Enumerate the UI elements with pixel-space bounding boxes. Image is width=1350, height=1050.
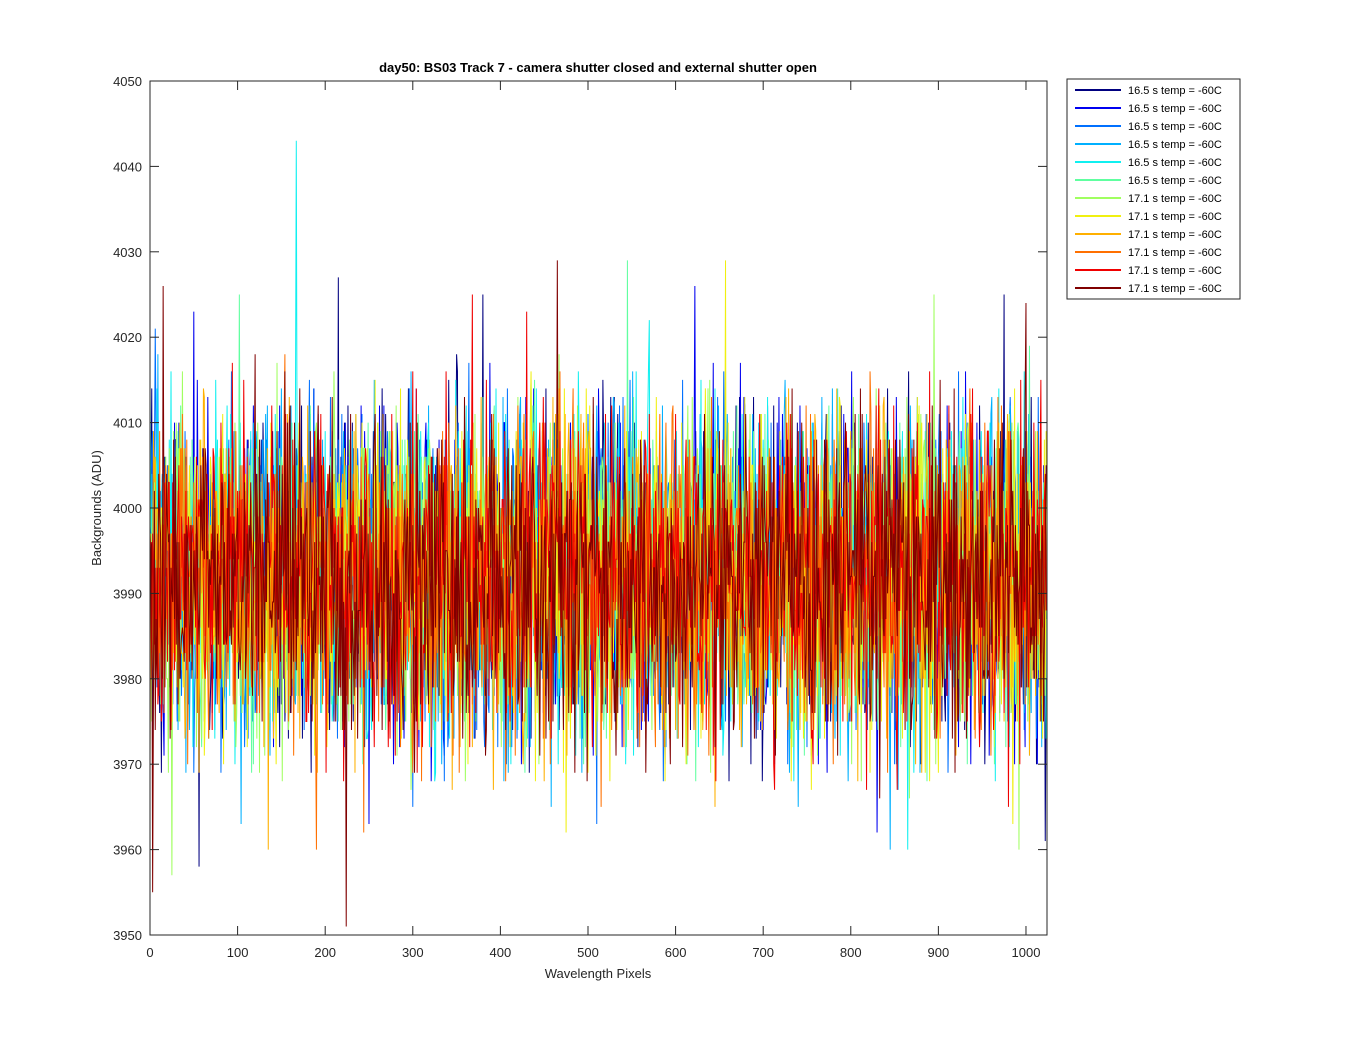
series-line-12 — [150, 260, 1047, 927]
legend-label: 16.5 s temp = -60C — [1128, 85, 1222, 97]
y-axis: 3950 3960 3970 3980 3990 4000 4010 4020 4030 4040… — [113, 74, 1047, 943]
x-tick-label: 800 — [840, 945, 862, 960]
series-layer — [150, 140, 1047, 927]
x-tick-label: 100 — [227, 945, 249, 960]
legend-label: 17.1 s temp = -60C — [1128, 283, 1222, 295]
x-tick-label: 200 — [314, 945, 336, 960]
series-line-11 — [150, 294, 1047, 807]
y-tick-label: 4030 — [113, 245, 142, 260]
y-tick-label: 3960 — [113, 843, 142, 858]
x-tick-label: 0 — [146, 945, 153, 960]
legend-label: 16.5 s temp = -60C — [1128, 121, 1222, 133]
y-tick-label: 4020 — [113, 330, 142, 345]
legend-label: 17.1 s temp = -60C — [1128, 265, 1222, 277]
x-tick-label: 600 — [665, 945, 687, 960]
legend-label: 16.5 s temp = -60C — [1128, 139, 1222, 151]
y-axis-label: Backgrounds (ADU) — [89, 450, 104, 566]
x-tick-label: 400 — [490, 945, 512, 960]
y-tick-label: 4040 — [113, 159, 142, 174]
x-tick-label: 1000 — [1012, 945, 1041, 960]
y-tick-label: 3970 — [113, 757, 142, 772]
legend-label: 17.1 s temp = -60C — [1128, 211, 1222, 223]
y-tick-label: 3990 — [113, 586, 142, 601]
chart-title: day50: BS03 Track 7 - camera shutter clo… — [379, 60, 817, 75]
legend-box — [1066, 78, 1241, 300]
y-tick-label: 4010 — [113, 416, 142, 431]
legend-label: 17.1 s temp = -60C — [1128, 247, 1222, 259]
x-tick-label: 700 — [752, 945, 774, 960]
x-axis: 0 100 200 300 400 500 600 700 800 900 1000 — [146, 81, 1040, 960]
x-tick-label: 500 — [577, 945, 599, 960]
legend-label: 16.5 s temp = -60C — [1128, 157, 1222, 169]
x-axis-label: Wavelength Pixels — [545, 966, 652, 981]
y-tick-label: 4000 — [113, 501, 142, 516]
y-tick-label: 4050 — [113, 74, 142, 89]
legend-label: 16.5 s temp = -60C — [1128, 103, 1222, 115]
y-tick-label: 3950 — [113, 928, 142, 943]
legend-label: 17.1 s temp = -60C — [1128, 193, 1222, 205]
legend-label: 17.1 s temp = -60C — [1128, 229, 1222, 241]
legend-label: 16.5 s temp = -60C — [1128, 175, 1222, 187]
legend: 16.5 s temp = -60C 16.5 s temp = -60C 16.5… — [1066, 78, 1241, 300]
y-tick-label: 3980 — [113, 672, 142, 687]
x-tick-label: 300 — [402, 945, 424, 960]
x-tick-label: 900 — [928, 945, 950, 960]
